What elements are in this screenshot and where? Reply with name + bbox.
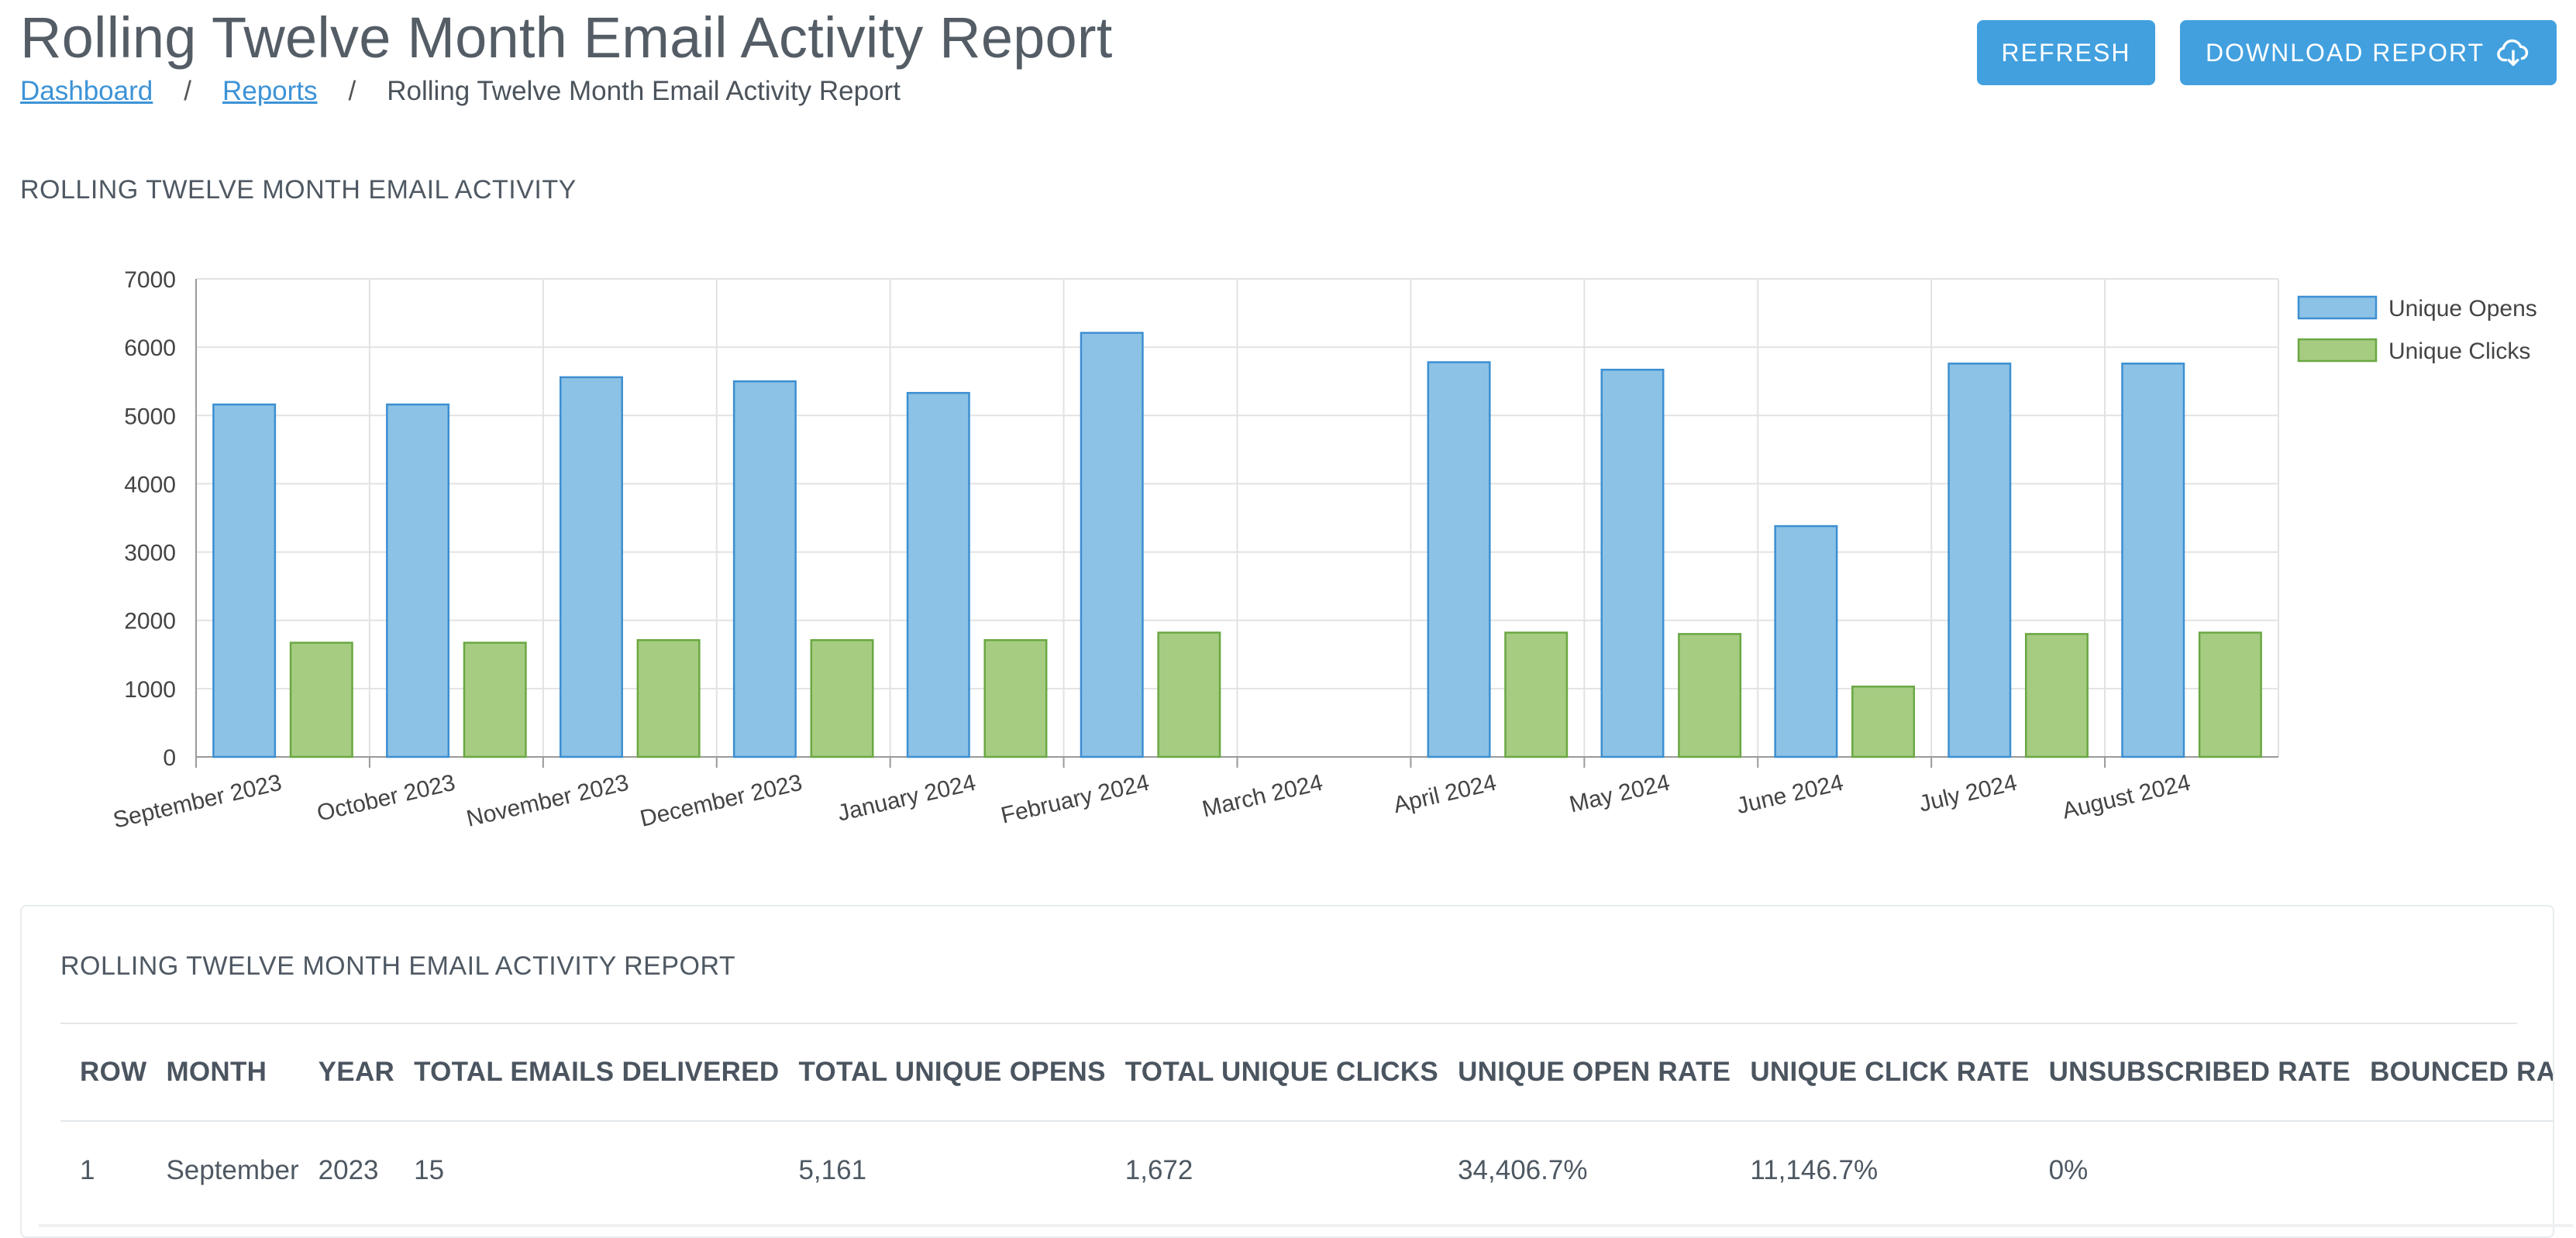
x-tick-label: June 2024 <box>1734 770 1846 820</box>
column-header-unique-click-rate[interactable]: UNIQUE CLICK RATE <box>1731 1024 2030 1122</box>
column-header-total-unique-clicks[interactable]: TOTAL UNIQUE CLICKS <box>1105 1024 1439 1122</box>
cell-unique-open-rate: 34,406.7% <box>1458 1155 1588 1185</box>
y-tick-label: 3000 <box>124 541 176 566</box>
legend-label: Unique Clicks <box>2388 339 2530 364</box>
x-tick-label: October 2023 <box>315 770 458 827</box>
cell-bounced-rate <box>2350 1121 2553 1219</box>
column-header-unique-open-rate[interactable]: UNIQUE OPEN RATE <box>1438 1024 1731 1122</box>
cell-month: September <box>166 1155 299 1185</box>
x-tick-label: February 2024 <box>999 770 1152 829</box>
bar-unique-opens <box>2121 363 2185 758</box>
column-header-bounced-rate[interactable]: BOUNCED RATE <box>2350 1024 2553 1122</box>
bar-unique-clicks <box>1678 633 1742 758</box>
bar-unique-opens <box>1774 524 1838 758</box>
cell-unique-click-rate: 11,146.7% <box>1750 1155 1879 1185</box>
refresh-button-label: REFRESH <box>2001 38 2131 67</box>
bar-unique-clicks <box>289 641 353 758</box>
bar-unique-clicks <box>1851 685 1916 758</box>
column-header-total-emails-delivered[interactable]: TOTAL EMAILS DELIVERED <box>394 1024 780 1122</box>
table-title: ROLLING TWELVE MONTH EMAIL ACTIVITY REPO… <box>60 951 736 981</box>
breadcrumb-link-reports[interactable]: Reports <box>222 76 318 106</box>
bar-unique-opens <box>386 403 450 758</box>
chart-title: ROLLING TWELVE MONTH EMAIL ACTIVITY <box>20 175 577 205</box>
table-row: 1 September 2023 15 5,161 1,672 34,406.7… <box>60 1121 2553 1219</box>
breadcrumb: Dashboard / Reports / Rolling Twelve Mon… <box>20 76 901 107</box>
x-tick-label: August 2024 <box>2060 770 2193 824</box>
bar-unique-opens <box>559 376 623 758</box>
y-tick-label: 2000 <box>124 609 176 634</box>
cell-total-unique-opens: 5,161 <box>798 1155 867 1185</box>
bar-unique-clicks <box>810 639 874 758</box>
breadcrumb-link-dashboard[interactable]: Dashboard <box>20 76 153 106</box>
download-report-button[interactable]: DOWNLOAD REPORT <box>2180 20 2557 85</box>
bar-unique-opens <box>1947 363 2012 758</box>
column-header-total-unique-opens[interactable]: TOTAL UNIQUE OPENS <box>779 1024 1106 1122</box>
bar-unique-clicks <box>2198 631 2262 758</box>
download-report-button-label: DOWNLOAD REPORT <box>2205 38 2485 67</box>
column-header-month[interactable]: MONTH <box>146 1024 299 1122</box>
cell-total-unique-clicks: 1,672 <box>1124 1155 1193 1185</box>
y-tick-label: 5000 <box>124 404 176 429</box>
divider <box>60 1023 2517 1024</box>
report-table-card: ROLLING TWELVE MONTH EMAIL ACTIVITY REPO… <box>20 905 2554 1238</box>
breadcrumb-separator: / <box>348 76 356 106</box>
bar-unique-opens <box>1427 361 1491 758</box>
y-tick-label: 4000 <box>124 472 176 497</box>
y-tick-label: 1000 <box>124 677 176 703</box>
y-tick-label: 7000 <box>124 267 176 293</box>
bar-unique-opens <box>906 391 970 758</box>
column-header-year[interactable]: YEAR <box>298 1024 395 1122</box>
bar-unique-opens <box>1080 332 1144 758</box>
bar-unique-clicks <box>2024 633 2089 758</box>
x-tick-label: January 2024 <box>835 770 979 827</box>
x-tick-label: April 2024 <box>1391 770 1499 819</box>
email-activity-chart: 0 1000 2000 3000 4000 5000 6000 7000 September 2… <box>111 267 2537 834</box>
x-tick-label: March 2024 <box>1200 770 1325 823</box>
y-tick-label: 6000 <box>124 335 176 361</box>
row-separator <box>39 1224 2573 1227</box>
bar-unique-clicks <box>463 641 527 758</box>
y-tick-label: 0 <box>163 745 176 771</box>
x-tick-label: September 2023 <box>111 770 284 834</box>
column-header-row[interactable]: ROW <box>60 1024 147 1122</box>
x-tick-label: December 2023 <box>638 770 804 832</box>
bar-unique-clicks <box>1157 631 1221 758</box>
page-title: Rolling Twelve Month Email Activity Repo… <box>20 5 1113 70</box>
breadcrumb-separator: / <box>184 76 191 106</box>
bar-unique-clicks <box>983 639 1048 758</box>
x-tick-label: November 2023 <box>464 770 631 832</box>
cloud-download-icon <box>2497 39 2529 67</box>
cell-total-emails-delivered: 15 <box>414 1155 445 1185</box>
bar-unique-opens <box>212 403 277 758</box>
breadcrumb-current: Rolling Twelve Month Email Activity Repo… <box>387 76 901 106</box>
cell-year: 2023 <box>318 1155 379 1185</box>
table-header-row: ROW MONTH YEAR TOTAL EMAILS DELIVERED TO… <box>60 1024 2553 1122</box>
cell-row: 1 <box>80 1155 95 1185</box>
legend-label: Unique Opens <box>2388 296 2537 322</box>
bar-unique-clicks <box>636 639 701 758</box>
legend-swatch <box>2297 338 2378 363</box>
refresh-button[interactable]: REFRESH <box>1977 20 2155 85</box>
x-tick-label: July 2024 <box>1917 770 2020 817</box>
x-tick-label: May 2024 <box>1567 770 1672 818</box>
bar-unique-opens <box>732 380 797 758</box>
bar-unique-opens <box>1600 368 1665 758</box>
bar-unique-clicks <box>1504 631 1569 758</box>
legend-swatch <box>2297 295 2378 320</box>
cell-unsubscribed-rate: 0% <box>2048 1155 2089 1185</box>
column-header-unsubscribed-rate[interactable]: UNSUBSCRIBED RATE <box>2029 1024 2351 1122</box>
report-table: ROW MONTH YEAR TOTAL EMAILS DELIVERED TO… <box>60 1024 2553 1219</box>
